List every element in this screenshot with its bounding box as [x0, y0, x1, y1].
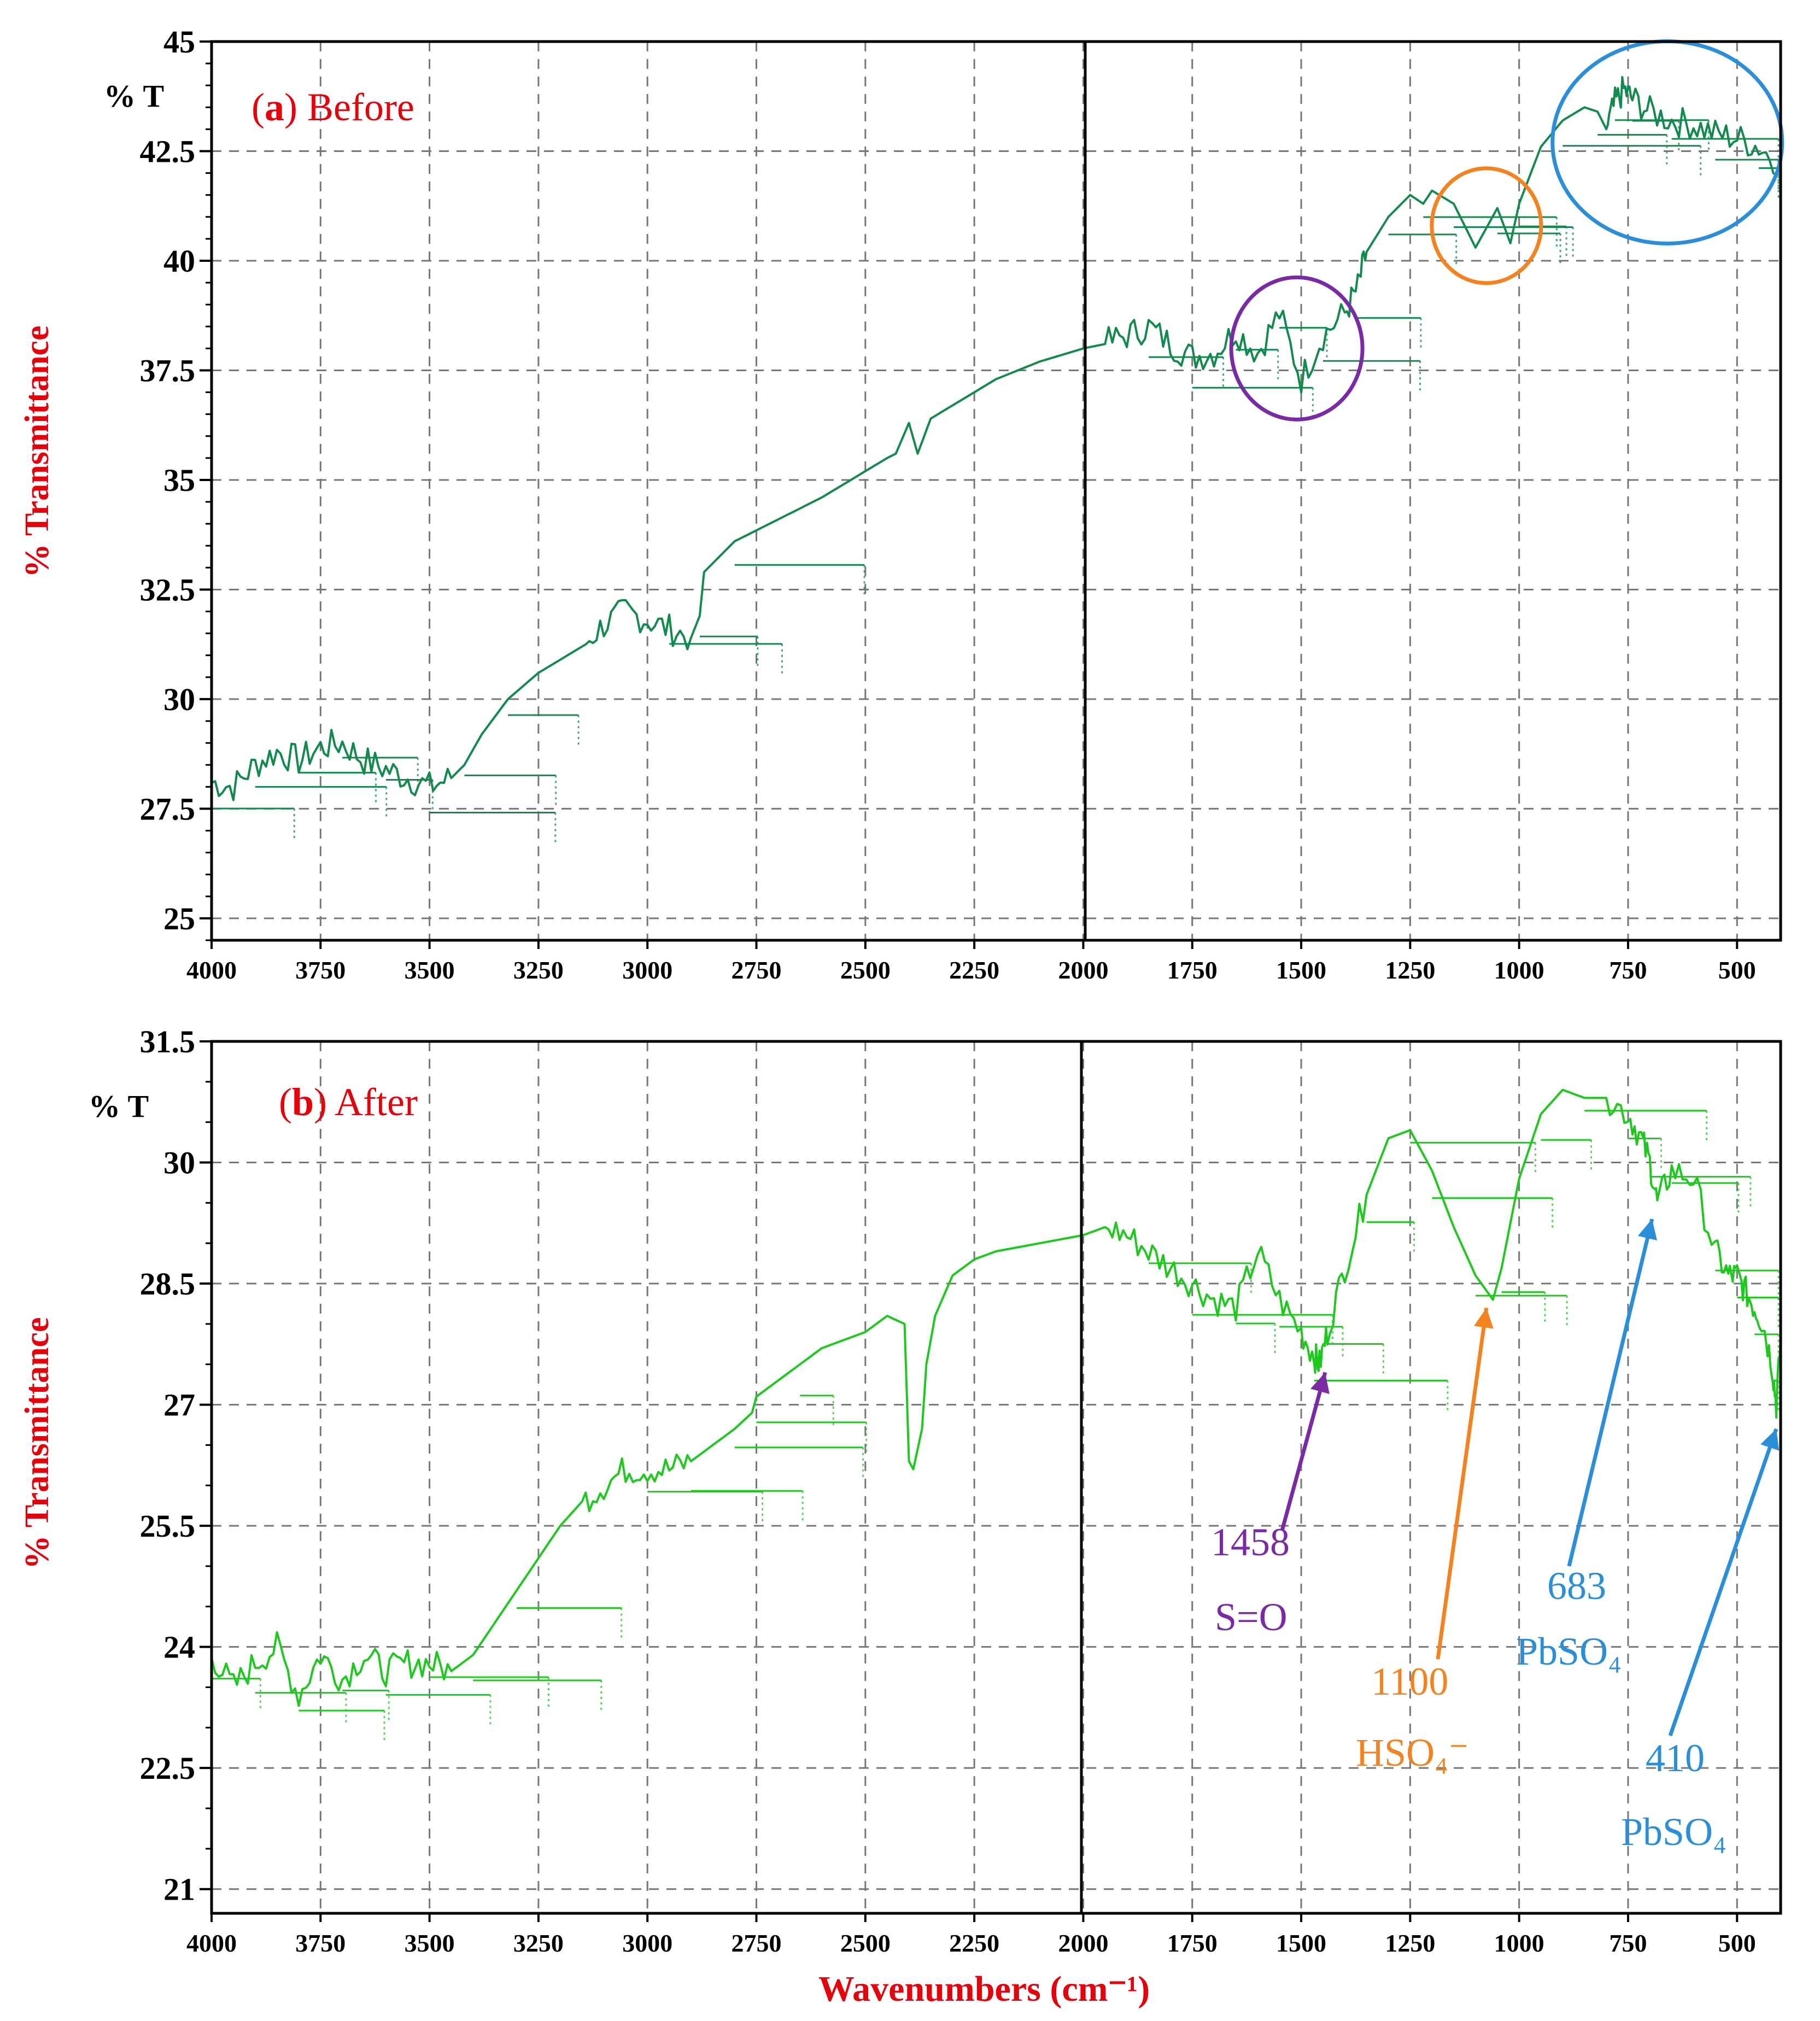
- grid-after: [210, 1040, 1781, 1913]
- y-tick-label: 21: [163, 1872, 195, 1907]
- y-tick-label: 30: [163, 1145, 195, 1181]
- annotation-arrowhead: [1310, 1372, 1330, 1394]
- y-tick-label: 40: [163, 243, 195, 279]
- x-tick-label: 1000: [1494, 956, 1544, 984]
- panel-paren-b: (: [279, 1080, 292, 1124]
- plot-area-after: [212, 1041, 1781, 1913]
- annotation-410-group: PbSO₄: [1621, 1810, 1727, 1854]
- x-axis-title: Wavenumbers (cm⁻¹): [818, 1969, 1150, 2009]
- x-tick-label: 750: [1609, 1929, 1647, 1957]
- panel-title-b: ) After: [314, 1080, 418, 1124]
- annotation-410-value: 410: [1646, 1736, 1705, 1780]
- y-tick-label: 28.5: [140, 1266, 196, 1302]
- x-tick-label: 3000: [622, 1929, 672, 1957]
- x-tick-label: 3500: [405, 1929, 455, 1957]
- annotation-arrow: [1280, 1372, 1327, 1531]
- panel-paren-a: (: [251, 85, 265, 129]
- annotation-1100-value: 1100: [1371, 1660, 1448, 1703]
- y-tick-label: 22.5: [140, 1750, 196, 1786]
- panel-letter-b: b: [292, 1080, 314, 1124]
- annotation-arrowhead: [1637, 1219, 1657, 1241]
- y-tick-label: 30: [163, 682, 195, 717]
- annotation-arrow: [1436, 1307, 1489, 1660]
- x-tick-label: 2250: [949, 1929, 999, 1957]
- panel-label-before: (a) Before: [251, 85, 414, 129]
- x-tick-label: 3250: [513, 956, 564, 984]
- x-tick-label: 3750: [295, 956, 346, 984]
- annotation-1458-group: S=O: [1215, 1595, 1288, 1639]
- y-tick-label: 32.5: [140, 572, 196, 607]
- y-tick-label: 42.5: [140, 133, 196, 169]
- y-tick-label: 25.5: [140, 1508, 196, 1544]
- y-tick-label: 37.5: [140, 353, 196, 388]
- annotation-arrow: [1567, 1219, 1654, 1567]
- y-ticks-before: 25 27.5 30 32.5 35 37.5 40 42.5 45: [140, 24, 212, 941]
- peak-leader-lines: [212, 1110, 1780, 1744]
- region-circles: [1229, 39, 1784, 421]
- y-axis-label-a: % Transmittance: [19, 326, 56, 578]
- unit-label-before: % T: [104, 78, 164, 114]
- x-tick-label: 750: [1609, 956, 1647, 984]
- x-tick-label: 1750: [1167, 1929, 1218, 1957]
- spectrum-line-after: [210, 1088, 1782, 1707]
- annotation-683-group: PbSO₄: [1516, 1630, 1622, 1673]
- x-ticks-after: 4000 3750 3500 3250 3000 2750 2500 2250 2000 1750…: [186, 1913, 1756, 1957]
- x-tick-label: 1000: [1494, 1929, 1544, 1957]
- panel-before: 25 27.5 30 32.5 35 37.5 40 42.5 45 4000 3750 3500 3…: [104, 24, 1784, 984]
- region-circle-purple: [1229, 275, 1365, 421]
- x-tick-label: 1250: [1385, 956, 1435, 984]
- annotation-683-value: 683: [1547, 1564, 1606, 1608]
- x-tick-label: 2000: [1058, 1929, 1108, 1957]
- x-tick-label: 2750: [731, 1929, 782, 1957]
- x-tick-label: 3500: [405, 956, 455, 984]
- grid-before: [210, 40, 1781, 940]
- spectrum-after: [210, 1088, 1782, 1744]
- annotation-arrow: [1668, 1428, 1778, 1737]
- y-tick-label: 31.5: [140, 1024, 196, 1059]
- x-tick-label: 3250: [513, 1929, 564, 1957]
- plot-area-before: [212, 42, 1781, 940]
- x-tick-label: 3000: [622, 956, 672, 984]
- panel-label-after: (b) After: [279, 1080, 418, 1124]
- spectrum-line-before: [211, 76, 1782, 801]
- y-tick-label: 25: [163, 901, 195, 936]
- panel-after: 21 22.5 24 25.5 27 28.5 30 31.5 4000 3750 3500 325…: [89, 1024, 1782, 1957]
- y-tick-label: 45: [163, 24, 195, 60]
- annotation-arrowhead: [1474, 1308, 1494, 1329]
- x-tick-label: 3750: [295, 1929, 346, 1957]
- x-tick-label: 2000: [1058, 956, 1108, 984]
- y-tick-label: 27.5: [140, 791, 196, 827]
- x-tick-label: 2500: [840, 956, 891, 984]
- x-tick-label: 1750: [1167, 956, 1218, 984]
- axes-frame-after: [210, 1040, 1782, 1915]
- y-tick-label: 24: [163, 1630, 195, 1665]
- panel-title-a: ) Before: [284, 85, 414, 129]
- y-tick-label: 27: [163, 1387, 195, 1423]
- x-tick-label: 500: [1718, 956, 1756, 984]
- y-ticks-after: 21 22.5 24 25.5 27 28.5 30 31.5: [140, 1024, 212, 1907]
- x-tick-label: 1250: [1385, 1929, 1435, 1957]
- annotation-arrowhead: [1760, 1428, 1780, 1451]
- spectrum-before: [211, 76, 1782, 846]
- y-axis-label-b: % Transmittance: [19, 1317, 56, 1569]
- x-tick-label: 4000: [186, 1929, 237, 1957]
- annotation-1100-group: HSO₄⁻: [1356, 1731, 1469, 1774]
- x-tick-label: 2250: [949, 956, 999, 984]
- y-tick-label: 35: [163, 462, 195, 498]
- peak-leader-lines: [212, 119, 1780, 846]
- region-circle-orange: [1430, 166, 1543, 285]
- annotation-1458-value: 1458: [1211, 1520, 1290, 1564]
- axes-frame-before: [210, 40, 1782, 942]
- unit-label-after: % T: [89, 1088, 149, 1124]
- x-tick-label: 1500: [1276, 956, 1326, 984]
- annotation-arrows: [1280, 1219, 1780, 1737]
- x-tick-label: 4000: [186, 956, 237, 984]
- x-tick-label: 2750: [731, 956, 782, 984]
- x-tick-label: 1500: [1276, 1929, 1326, 1957]
- x-ticks-before: 4000 3750 3500 3250 3000 2750 2500 2250 2000 1750…: [186, 940, 1756, 984]
- x-tick-label: 2500: [840, 1929, 891, 1957]
- panel-letter-a: a: [265, 85, 284, 129]
- x-tick-label: 500: [1718, 1929, 1756, 1957]
